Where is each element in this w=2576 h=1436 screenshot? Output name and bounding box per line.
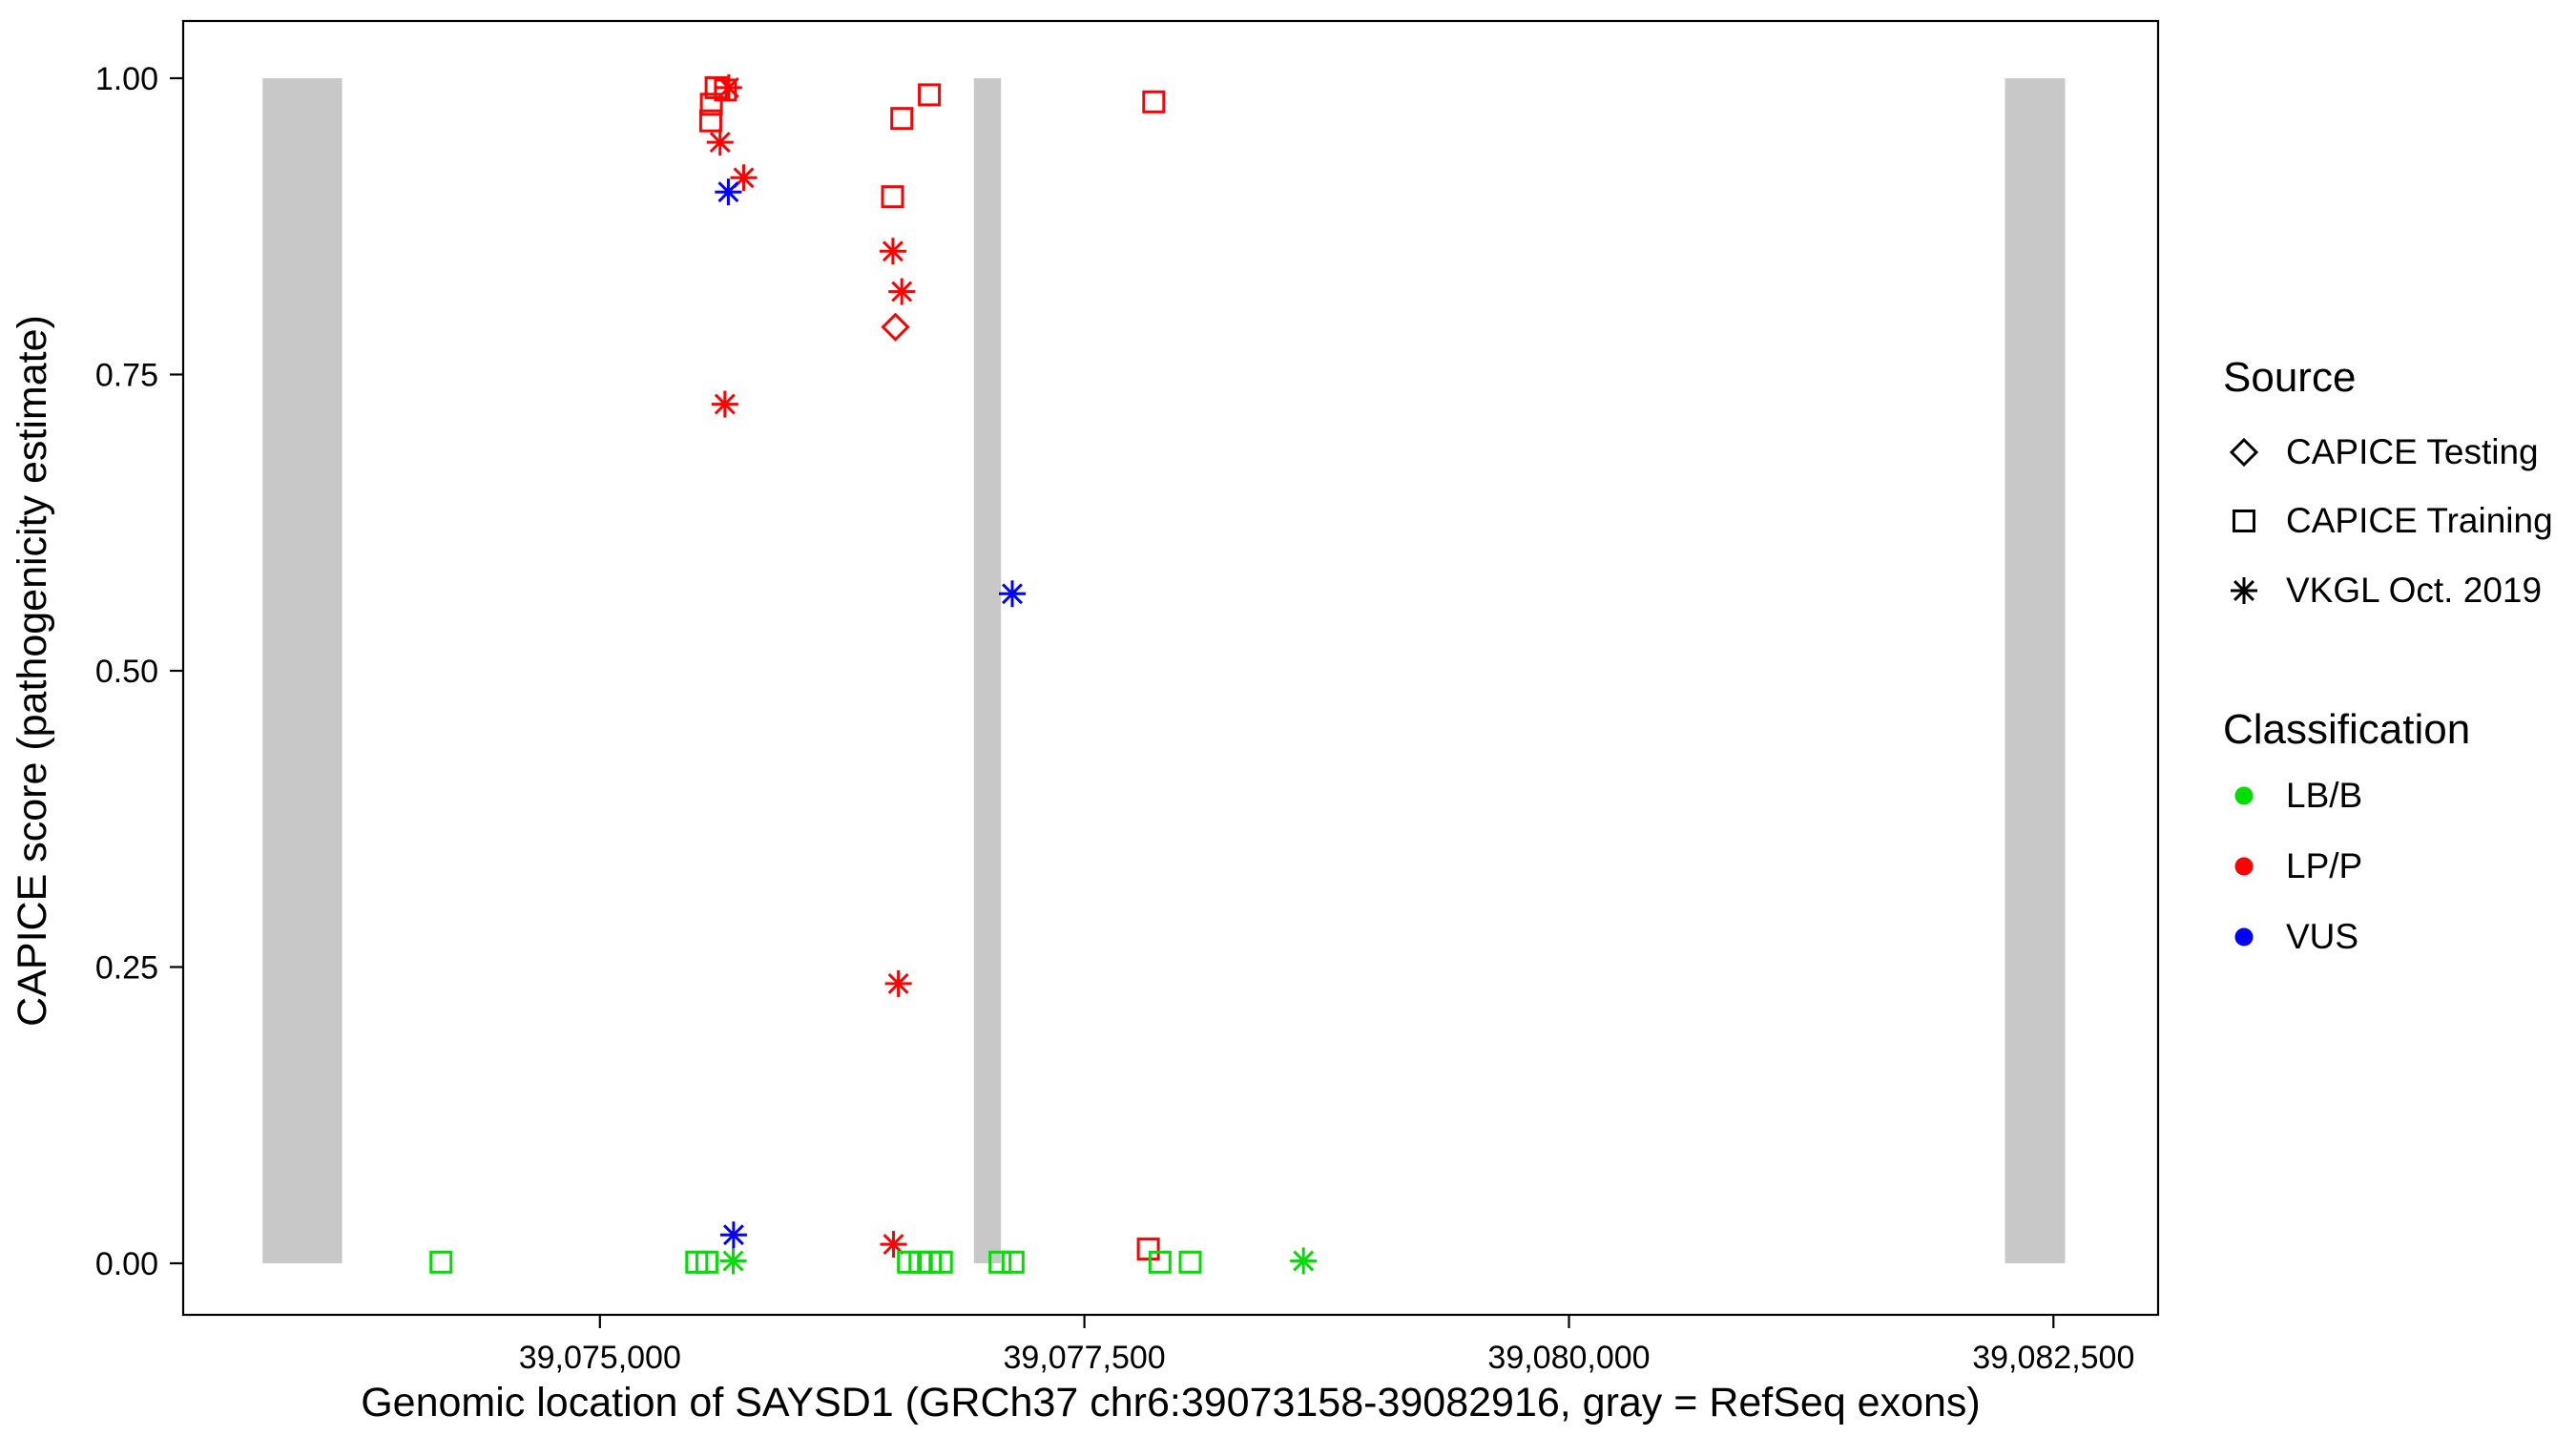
data-point (884, 969, 912, 997)
data-point (719, 1247, 747, 1275)
data-point (706, 129, 734, 156)
x-axis-tick-label: 39,082,500 (1972, 1340, 2134, 1376)
data-point (695, 1250, 718, 1274)
data-point (929, 1250, 953, 1274)
y-axis-tick-label: 0.50 (95, 654, 158, 690)
legend-square-icon (2233, 510, 2255, 532)
data-point (988, 1250, 1012, 1274)
plot-panel-border (181, 19, 2160, 1317)
data-point (1290, 1247, 1318, 1275)
data-point (881, 185, 904, 209)
data-point (999, 580, 1026, 608)
legend-source-title: Source (2223, 354, 2356, 401)
legend-color-dot-icon (2234, 786, 2254, 805)
data-point (714, 78, 737, 102)
data-point (880, 1231, 907, 1259)
data-point (719, 1221, 747, 1249)
data-point (1178, 1250, 1202, 1274)
legend-color-dot-icon (2234, 927, 2254, 947)
legend-classification-item-label: VUS (2286, 917, 2358, 956)
data-point (890, 107, 914, 131)
data-point (711, 390, 738, 418)
data-point (918, 83, 942, 107)
legend-asterisk-icon (2231, 577, 2257, 604)
data-point (897, 1250, 921, 1274)
legend-classification-item-label: LP/P (2286, 846, 2362, 885)
data-point (1136, 1238, 1160, 1261)
y-axis-tick-label: 1.00 (95, 61, 158, 97)
data-point (879, 238, 906, 265)
x-axis-tick-label: 39,077,500 (1004, 1340, 1166, 1376)
legend-diamond-icon (2229, 437, 2259, 468)
y-axis-tick-label: 0.00 (95, 1246, 158, 1282)
y-axis-tick-label: 0.25 (95, 950, 158, 987)
data-point (715, 73, 742, 101)
data-point (698, 109, 722, 133)
data-point (881, 312, 910, 342)
legend-classification-item-label: LB/B (2286, 776, 2362, 815)
x-axis-tick-label: 39,075,000 (519, 1340, 681, 1376)
y-axis-title: CAPICE score (pathogenicity estimate) (10, 315, 55, 1027)
refseq-exon-bar (2005, 78, 2066, 1263)
data-point (715, 178, 742, 206)
x-axis-tick-label: 39,080,000 (1487, 1340, 1650, 1376)
legend-classification-title: Classification (2223, 706, 2470, 753)
legend-source-item-label: CAPICE Training (2286, 501, 2553, 540)
legend-source-item-label: VKGL Oct. 2019 (2286, 571, 2542, 610)
refseq-exon-bar (973, 78, 1002, 1263)
data-point (429, 1250, 453, 1274)
data-point (1142, 90, 1166, 114)
legend-source-item-label: CAPICE Testing (2286, 432, 2539, 471)
refseq-exon-bar (262, 78, 343, 1263)
data-point (699, 93, 723, 116)
data-point (888, 278, 916, 305)
y-axis-tick-label: 0.75 (95, 358, 158, 394)
data-point (1001, 1250, 1025, 1274)
data-point (1148, 1250, 1172, 1274)
x-axis-title: Genomic location of SAYSD1 (GRCh37 chr6:… (361, 1380, 1981, 1426)
legend-color-dot-icon (2234, 857, 2254, 876)
